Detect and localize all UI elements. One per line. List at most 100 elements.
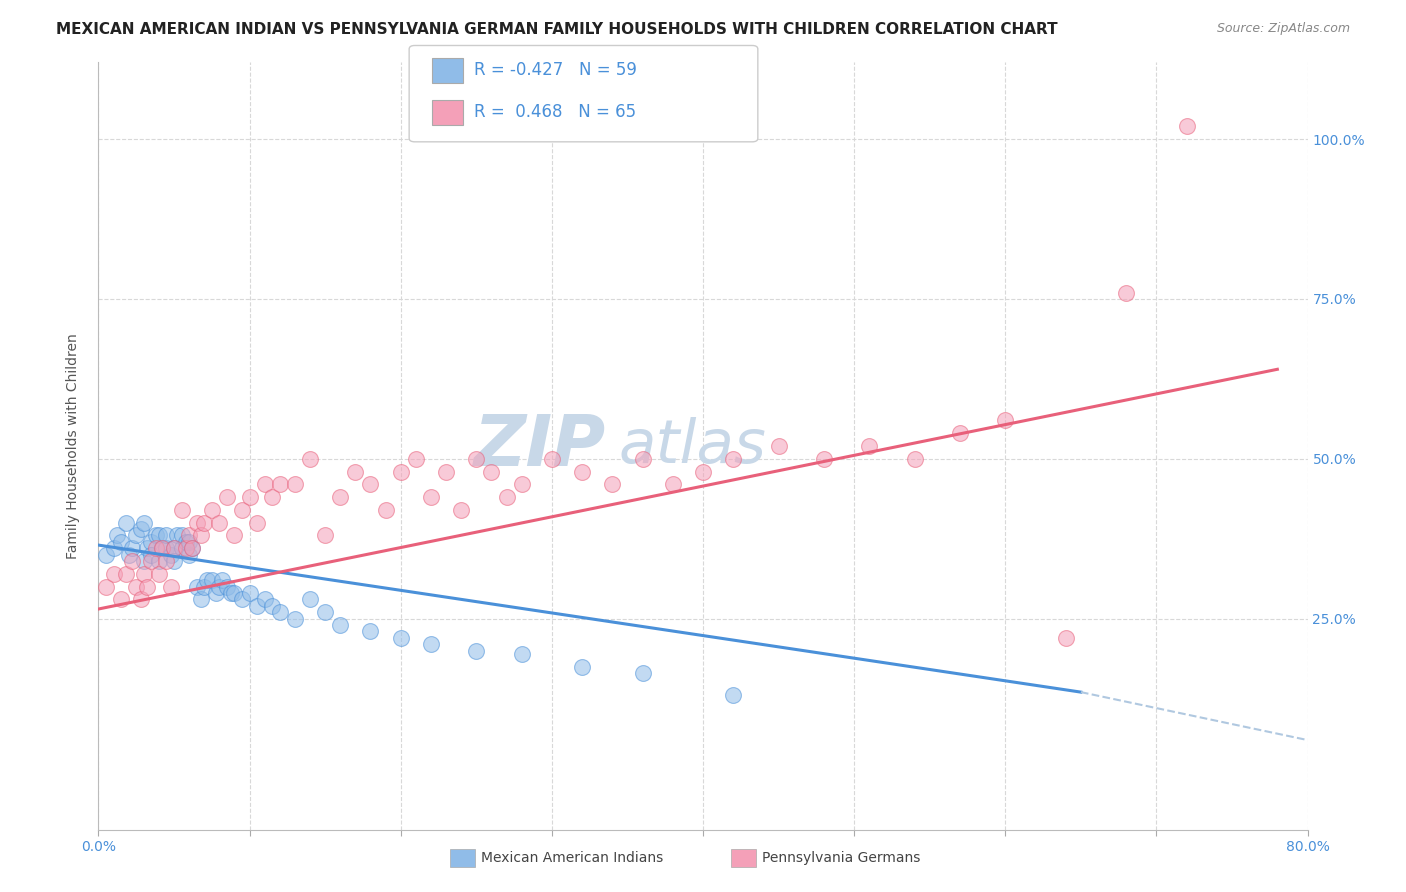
Point bbox=[269, 605, 291, 619]
Point bbox=[246, 516, 269, 530]
Point bbox=[420, 637, 443, 651]
Point bbox=[150, 541, 173, 556]
Point bbox=[150, 541, 173, 556]
Point bbox=[148, 566, 170, 581]
Point bbox=[105, 528, 128, 542]
Point bbox=[160, 580, 183, 594]
Point bbox=[510, 477, 533, 491]
Point bbox=[181, 541, 204, 556]
Point bbox=[858, 439, 880, 453]
Point bbox=[253, 477, 276, 491]
Point bbox=[94, 580, 117, 594]
Point bbox=[360, 624, 382, 639]
Point bbox=[420, 490, 443, 504]
Point bbox=[360, 477, 382, 491]
Point bbox=[193, 580, 215, 594]
Point bbox=[121, 541, 143, 556]
Point bbox=[434, 465, 457, 479]
Point bbox=[125, 580, 148, 594]
Point bbox=[389, 465, 412, 479]
Point bbox=[208, 516, 231, 530]
Point bbox=[208, 580, 231, 594]
Point bbox=[465, 643, 488, 657]
Point bbox=[205, 586, 228, 600]
Text: MEXICAN AMERICAN INDIAN VS PENNSYLVANIA GERMAN FAMILY HOUSEHOLDS WITH CHILDREN C: MEXICAN AMERICAN INDIAN VS PENNSYLVANIA … bbox=[56, 22, 1057, 37]
Point bbox=[224, 528, 246, 542]
Point bbox=[329, 618, 352, 632]
Point bbox=[179, 534, 201, 549]
Point bbox=[170, 503, 193, 517]
Point bbox=[571, 659, 593, 673]
Point bbox=[510, 647, 533, 661]
Point bbox=[495, 490, 517, 504]
Point bbox=[141, 548, 163, 562]
Point bbox=[155, 528, 177, 542]
Point bbox=[190, 592, 212, 607]
Point bbox=[723, 689, 745, 703]
Point bbox=[481, 465, 503, 479]
Point bbox=[405, 451, 427, 466]
Point bbox=[1115, 285, 1137, 300]
Point bbox=[114, 516, 136, 530]
Text: atlas: atlas bbox=[619, 417, 766, 475]
Point bbox=[221, 586, 243, 600]
Point bbox=[239, 586, 262, 600]
Point bbox=[389, 631, 412, 645]
Point bbox=[231, 503, 253, 517]
Point bbox=[141, 534, 163, 549]
Point bbox=[450, 503, 472, 517]
Point bbox=[135, 580, 157, 594]
Point bbox=[181, 541, 204, 556]
Point bbox=[329, 490, 352, 504]
Point bbox=[135, 541, 157, 556]
Point bbox=[540, 451, 562, 466]
Text: ZIP: ZIP bbox=[474, 411, 606, 481]
Point bbox=[284, 612, 307, 626]
Point bbox=[768, 439, 790, 453]
Point bbox=[465, 451, 488, 466]
Point bbox=[246, 599, 269, 613]
Point bbox=[994, 413, 1017, 427]
Point bbox=[253, 592, 276, 607]
Point bbox=[374, 503, 396, 517]
Point bbox=[1175, 120, 1198, 134]
Text: Mexican American Indians: Mexican American Indians bbox=[481, 851, 664, 865]
Point bbox=[231, 592, 253, 607]
Point bbox=[193, 516, 215, 530]
Point bbox=[262, 599, 284, 613]
Point bbox=[299, 451, 322, 466]
Point bbox=[723, 451, 745, 466]
Point bbox=[661, 477, 683, 491]
Point bbox=[148, 554, 170, 568]
Point bbox=[110, 592, 132, 607]
Point bbox=[129, 592, 152, 607]
Point bbox=[170, 541, 193, 556]
Point bbox=[125, 528, 148, 542]
Point bbox=[224, 586, 246, 600]
Y-axis label: Family Households with Children: Family Households with Children bbox=[66, 333, 80, 559]
Point bbox=[132, 566, 155, 581]
Point bbox=[314, 528, 336, 542]
Point bbox=[121, 554, 143, 568]
Point bbox=[179, 528, 201, 542]
Point bbox=[103, 541, 125, 556]
Point bbox=[110, 534, 132, 549]
Point bbox=[148, 528, 170, 542]
Point bbox=[163, 554, 186, 568]
Point bbox=[141, 554, 163, 568]
Point bbox=[571, 465, 593, 479]
Point bbox=[155, 554, 177, 568]
Point bbox=[692, 465, 714, 479]
Point bbox=[129, 522, 152, 536]
Point bbox=[904, 451, 927, 466]
Point bbox=[949, 426, 972, 441]
Point bbox=[602, 477, 624, 491]
Point bbox=[174, 534, 197, 549]
Point bbox=[239, 490, 262, 504]
Text: R =  0.468   N = 65: R = 0.468 N = 65 bbox=[474, 103, 636, 121]
Text: Pennsylvania Germans: Pennsylvania Germans bbox=[762, 851, 921, 865]
Point bbox=[631, 665, 654, 680]
Point bbox=[103, 566, 125, 581]
Point bbox=[170, 528, 193, 542]
Point bbox=[118, 548, 141, 562]
